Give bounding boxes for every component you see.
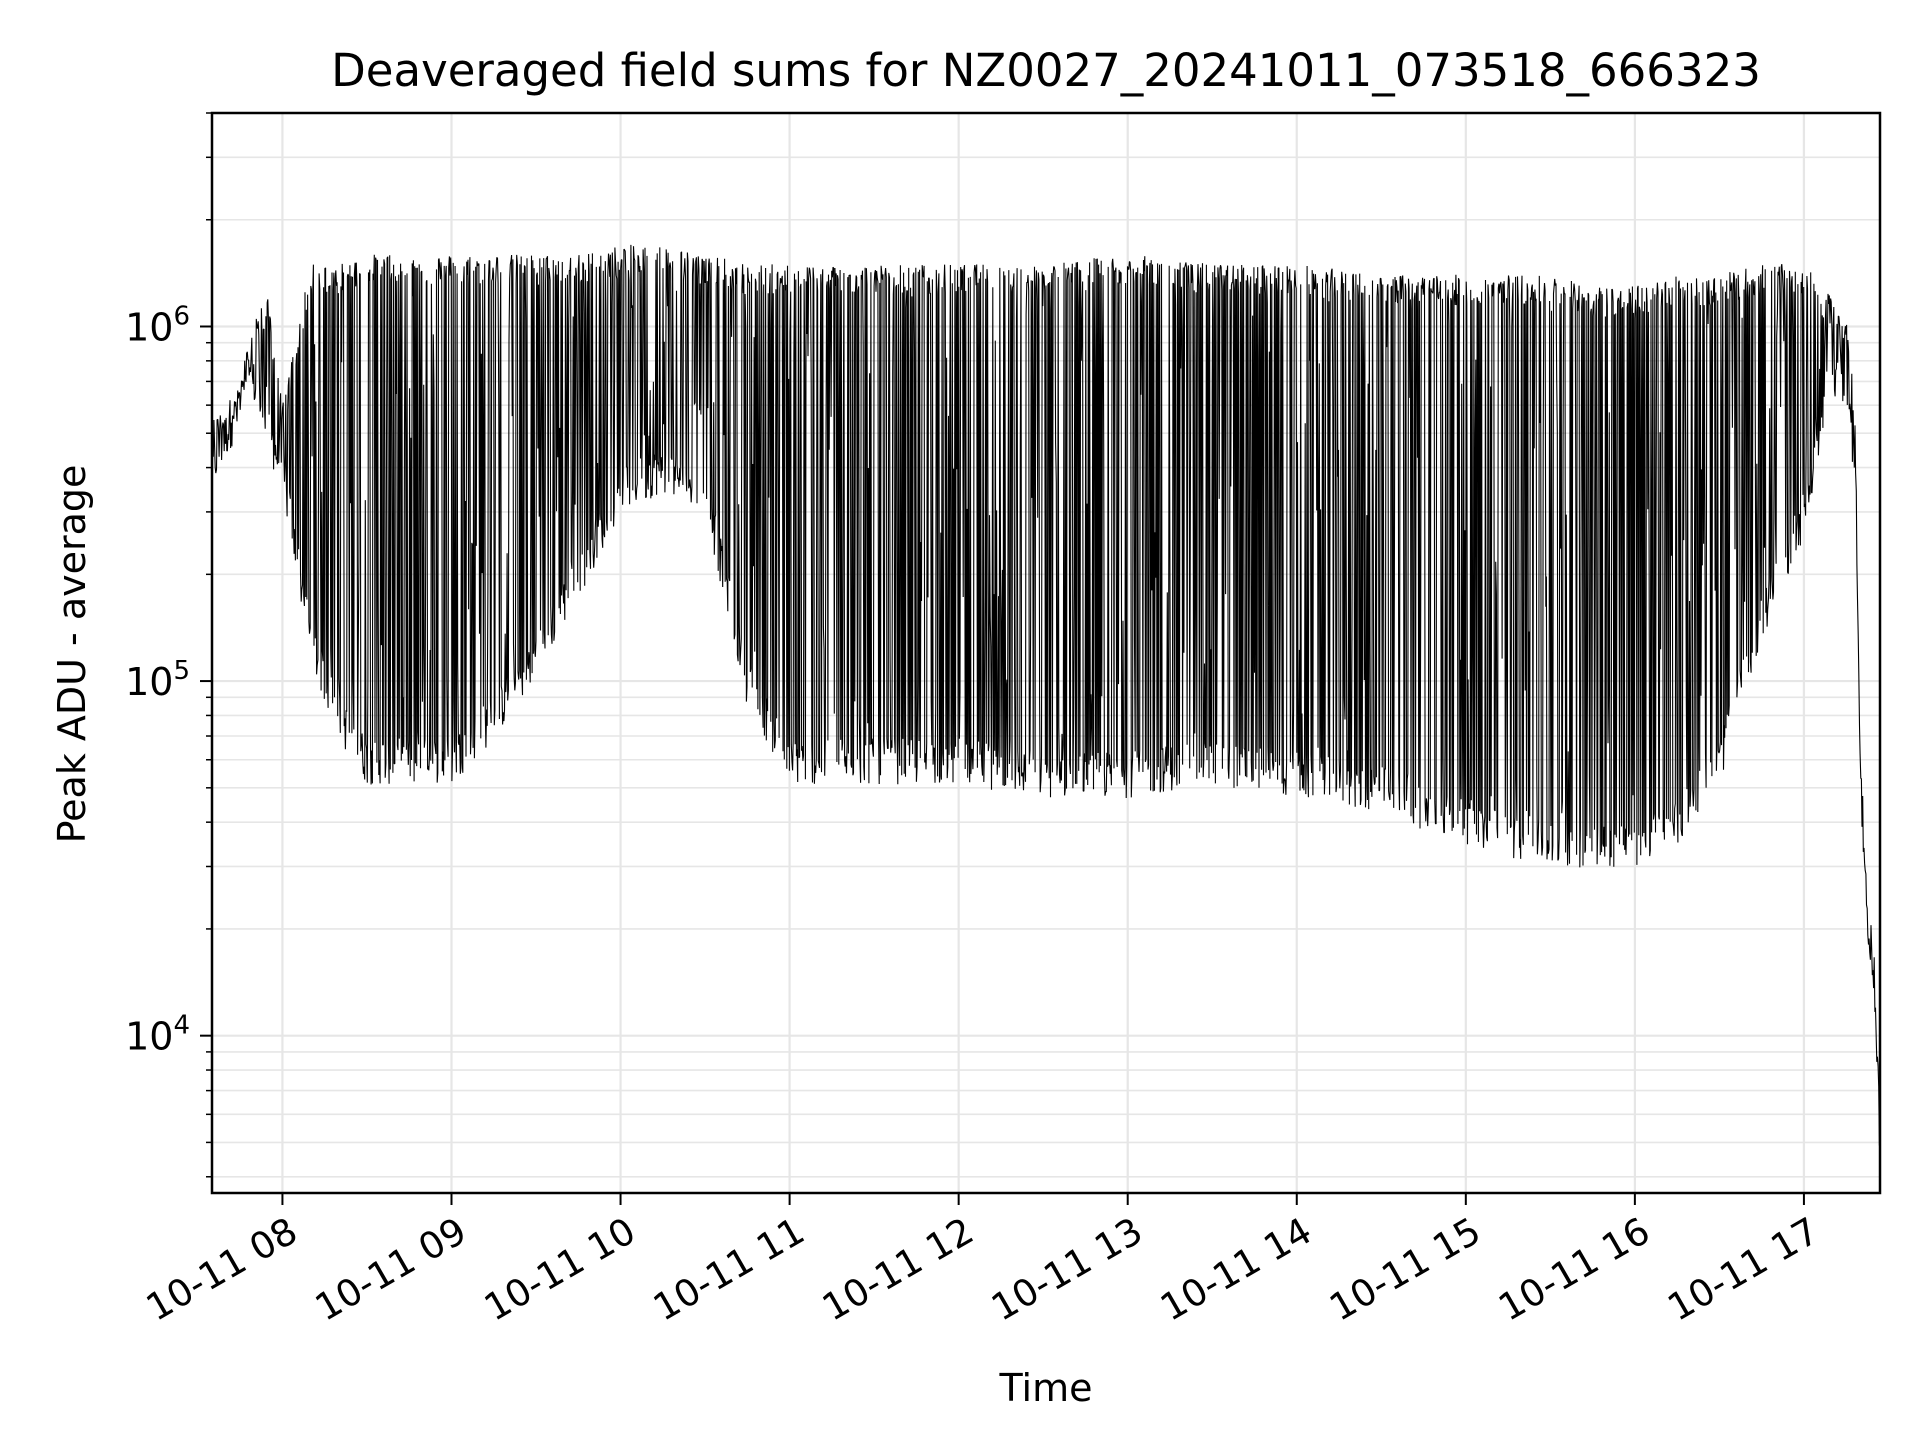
y-tick-label: 104 [125,1011,190,1059]
chart-title: Deaveraged field sums for NZ0027_2024101… [331,44,1761,97]
y-tick-label: 105 [125,656,190,704]
data-line-area [211,244,1881,1146]
x-axis-label: Time [999,1366,1093,1410]
y-axis-label: Peak ADU - average [50,464,94,844]
series-line [211,244,1881,1146]
plot-frame [210,111,1882,1195]
y-tick-label: 106 [125,301,190,349]
